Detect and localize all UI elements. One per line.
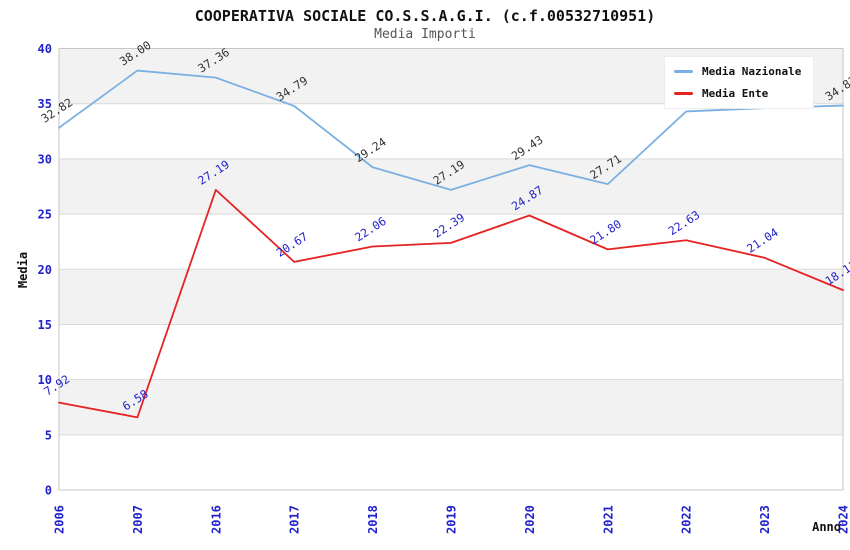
x-tick-label: 2022 — [680, 505, 694, 534]
series-line-media-nazionale — [58, 69, 844, 191]
x-tick-label: 2016 — [209, 505, 223, 534]
grid-band — [59, 158, 843, 215]
x-axis-title: Anno — [812, 520, 841, 534]
y-tick-label: 20 — [38, 263, 52, 277]
y-tick-label: 0 — [45, 484, 52, 498]
legend-item-media-ente: Media Ente — [674, 85, 801, 102]
x-tick-label: 2006 — [53, 505, 67, 534]
x-tick-label: 2024 — [837, 505, 850, 534]
legend-label-media-nazionale: Media Nazionale — [702, 65, 802, 78]
y-tick-label: 25 — [38, 208, 52, 222]
media-ente-line-swatch — [674, 92, 693, 95]
plot-border — [58, 48, 844, 491]
legend-label-media-ente: Media Ente — [702, 87, 769, 100]
point-label: 22.39 — [430, 210, 467, 241]
series-line-media-ente — [58, 188, 844, 419]
y-tick-label: 35 — [38, 97, 52, 111]
legend: Media Nazionale Media Ente — [664, 56, 815, 109]
y-tick-label: 5 — [45, 428, 52, 442]
x-tick-label: 2018 — [366, 505, 380, 534]
grid-band — [59, 379, 843, 435]
point-label: 21.04 — [744, 225, 781, 256]
chart-title: COOPERATIVA SOCIALE CO.S.S.A.G.I. (c.f.0… — [194, 7, 656, 25]
point-label: 20.67 — [274, 229, 311, 260]
y-axis-title: Media — [16, 252, 30, 288]
x-tick-label: 2007 — [131, 505, 145, 534]
legend-item-media-nazionale: Media Nazionale — [674, 63, 801, 80]
x-tick-label: 2023 — [758, 505, 772, 534]
media-nazionale-line-swatch — [674, 70, 693, 73]
x-tick-label: 2021 — [601, 505, 615, 534]
y-tick-label: 30 — [38, 152, 52, 166]
y-tick-label: 15 — [38, 318, 52, 332]
point-label: 22.06 — [352, 214, 389, 245]
chart-subtitle: Media Importi — [374, 27, 476, 42]
x-tick-label: 2019 — [445, 505, 459, 534]
y-tick-label: 10 — [38, 373, 52, 387]
y-tick-label: 40 — [38, 42, 52, 56]
point-label: 21.80 — [587, 217, 624, 248]
point-label: 18.11 — [822, 257, 850, 288]
x-tick-label: 2017 — [288, 505, 302, 534]
x-tick-label: 2020 — [523, 505, 537, 534]
grid-band — [59, 269, 843, 325]
